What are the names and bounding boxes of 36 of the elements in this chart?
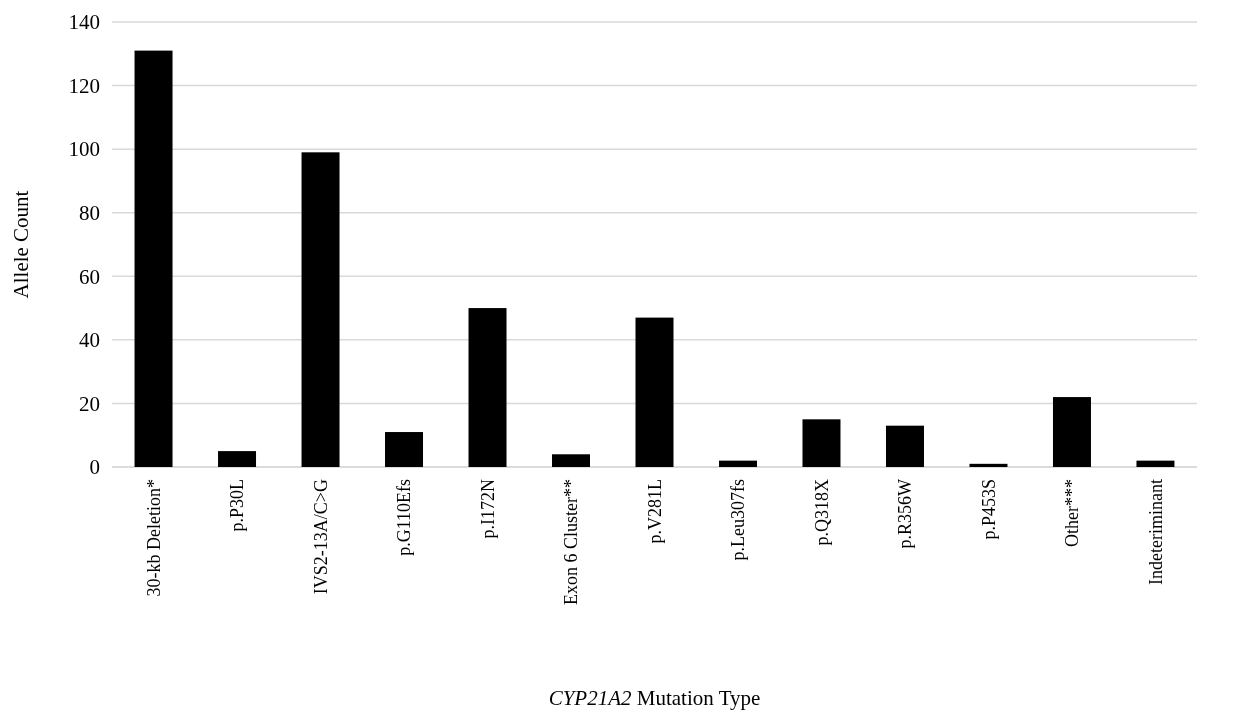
x-tick-label: p.Leu307fs [728, 479, 749, 561]
x-tick-label: p.I172N [477, 479, 498, 539]
x-tick-label: p.P30L [227, 479, 248, 532]
bar [1052, 397, 1091, 467]
y-tick-label: 100 [68, 137, 100, 162]
x-tick-label: Indeteriminant [1145, 479, 1166, 585]
y-tick-label: 80 [79, 201, 100, 226]
bar [719, 460, 757, 467]
y-tick-label: 60 [79, 264, 100, 289]
bar [468, 308, 507, 467]
bar [218, 451, 257, 467]
x-tick-label: p.Q318X [811, 479, 832, 546]
bar [134, 50, 173, 467]
bar [552, 454, 590, 467]
x-tick-label: IVS2-13A/C>G [310, 479, 331, 595]
bar [635, 317, 674, 467]
x-tick-label: p.G110Efs [394, 479, 415, 556]
bar [1136, 460, 1175, 467]
x-axis-title: CYP21A2 Mutation Type [548, 686, 761, 710]
x-tick-label: p.V281L [644, 479, 665, 544]
y-tick-label: 40 [79, 328, 100, 353]
y-tick-label: 20 [79, 391, 100, 416]
x-tick-label: p.P453S [978, 479, 999, 540]
bar [802, 419, 841, 467]
y-axis-title: Allele Count [9, 190, 33, 299]
bar [885, 425, 924, 467]
y-tick-label: 0 [89, 455, 100, 480]
y-tick-label: 120 [68, 73, 100, 98]
x-tick-label: 30-kb Deletion* [143, 479, 164, 597]
x-tick-label: Exon 6 Cluster** [561, 479, 582, 605]
x-tick-label: p.R356W [895, 478, 916, 549]
y-tick-label: 140 [68, 10, 100, 35]
bar [969, 463, 1008, 467]
bar [385, 432, 424, 467]
x-tick-label: Other*** [1062, 479, 1083, 547]
bar [301, 152, 340, 467]
